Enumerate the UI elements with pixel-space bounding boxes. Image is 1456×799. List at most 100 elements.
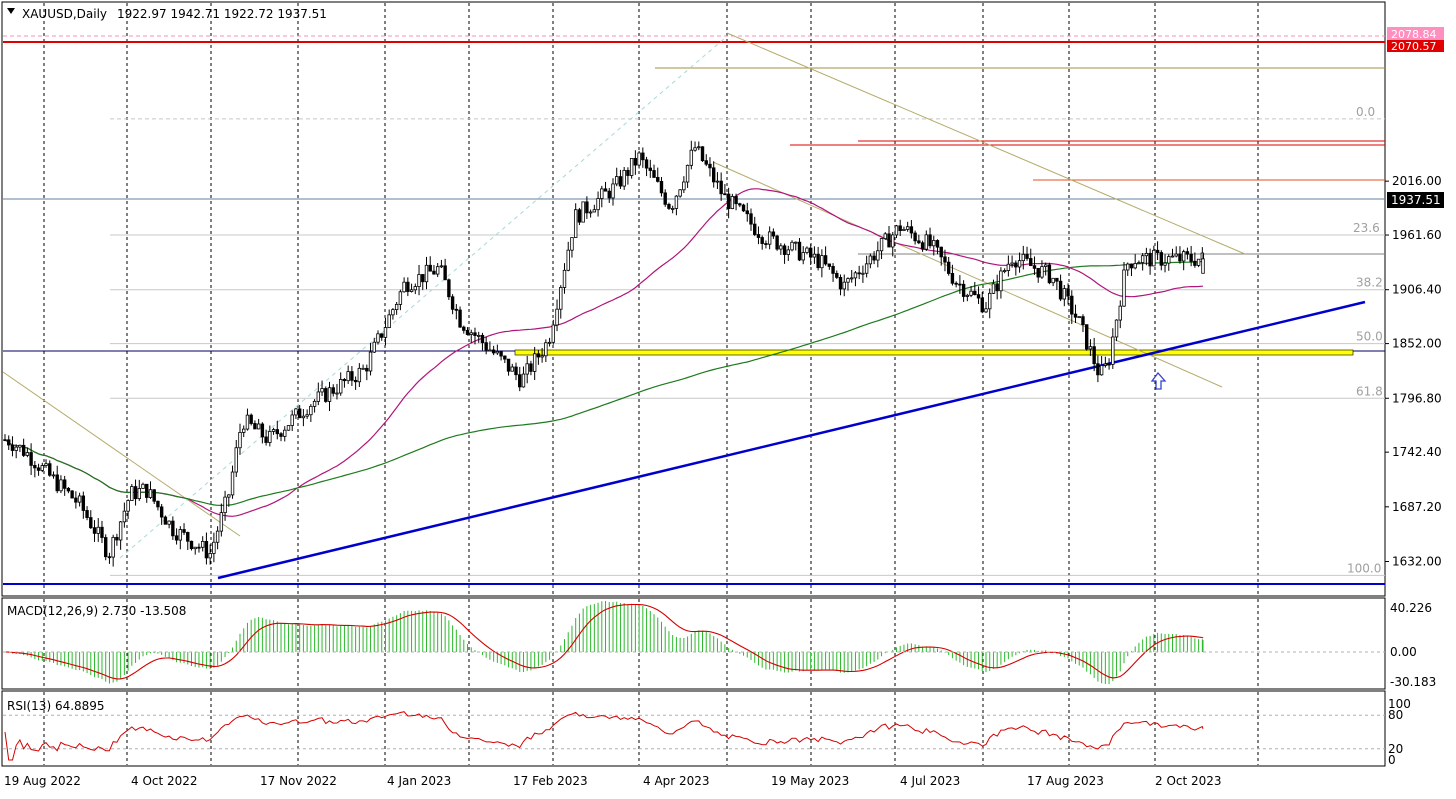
current-price-label: 1937.51 (1391, 193, 1441, 207)
candle-body (1163, 262, 1167, 266)
candle-body (230, 471, 235, 496)
level-top-label: 2078.84 (1391, 28, 1437, 41)
candle-body (1062, 288, 1067, 300)
candle-body (730, 196, 735, 210)
candle-body (544, 342, 548, 357)
candle-body (1196, 258, 1201, 266)
candle-body (831, 266, 835, 274)
candle-body (603, 188, 608, 192)
candle-body (380, 333, 384, 338)
candle-body (1040, 266, 1044, 278)
candle-body (1103, 363, 1108, 366)
candle-body (965, 294, 970, 297)
candle-body (350, 371, 354, 381)
candle-body (156, 500, 160, 508)
candle-body (115, 536, 119, 541)
candle-body (611, 183, 615, 199)
candle-body (562, 269, 567, 288)
candle-body (320, 388, 324, 393)
fib-level-label: 0.0 (1356, 105, 1375, 119)
rsi-label: RSI(13) 64.8895 (7, 699, 105, 713)
candle-body (950, 273, 955, 284)
candle-body (338, 378, 343, 394)
candle-body (902, 228, 906, 232)
candle-body (518, 374, 522, 388)
candle-body (838, 277, 843, 290)
candle-body (141, 483, 145, 489)
candle-body (491, 349, 496, 354)
candle-body (424, 264, 429, 283)
candle-body (126, 500, 130, 512)
candle-body (782, 245, 787, 255)
up-arrow-icon (1150, 371, 1167, 390)
candle-body (316, 391, 321, 402)
candle-body (1073, 313, 1078, 318)
candle-body (1118, 305, 1122, 321)
candle-body (876, 250, 880, 261)
candle-body (618, 176, 623, 187)
candle-body (18, 444, 22, 448)
candle-body (1144, 252, 1149, 257)
candle-body (301, 415, 306, 419)
macd-tick-label: 0.00 (1390, 645, 1417, 659)
candle-body (648, 167, 652, 171)
candle-body (1014, 262, 1018, 268)
candle-body (409, 289, 414, 292)
vertical-grid (43, 3, 1259, 765)
candle-body (529, 363, 533, 372)
candle-body (245, 414, 250, 430)
candle-body (1201, 258, 1205, 274)
candle-body (1088, 346, 1093, 350)
candle-body (1021, 253, 1025, 262)
candle-body (1099, 365, 1104, 376)
candle-body (1043, 264, 1048, 267)
candle-body (309, 405, 313, 416)
candle-body (10, 444, 15, 451)
candle-body (29, 452, 33, 466)
candle-body (327, 387, 332, 402)
candle-body (823, 255, 828, 265)
candle-body (771, 231, 776, 237)
candle-body (913, 232, 917, 242)
candle-body (159, 506, 164, 518)
candle-body (592, 209, 597, 213)
candle-body (137, 488, 141, 500)
candle-body (1010, 262, 1014, 265)
candle-body (954, 282, 958, 285)
candle-body (215, 530, 220, 543)
candle-body (734, 196, 738, 205)
candle-body (85, 510, 89, 518)
time-axis-label: 19 May 2023 (771, 774, 849, 788)
candle-body (465, 329, 470, 335)
candle-body (89, 517, 93, 529)
candle-body (283, 429, 287, 437)
candle-body (36, 467, 41, 471)
candle-body (801, 252, 805, 261)
candle-body (905, 226, 910, 230)
candle-body (353, 379, 358, 383)
candle-body (585, 201, 589, 214)
collapse-triangle-icon[interactable] (7, 8, 15, 14)
annotations (2, 32, 1385, 585)
candle-body (510, 366, 514, 372)
candle-body (958, 283, 962, 286)
candle-body (726, 193, 731, 210)
candle-body (1058, 280, 1063, 300)
candle-body (559, 287, 563, 310)
candle-body (40, 465, 44, 471)
candle-body (33, 464, 37, 469)
uptrend-line (217, 300, 1366, 580)
symbol-label: XAUUSD,Daily (22, 7, 107, 21)
candle-body (391, 309, 395, 316)
fib-level-label: 61.8 (1356, 384, 1383, 398)
candle-body (984, 308, 988, 313)
macd-signal-line (4, 603, 1204, 680)
candle-body (547, 341, 552, 344)
candle-body (674, 195, 679, 209)
candle-body (361, 367, 365, 370)
candle-body (357, 367, 362, 383)
candle-body (1140, 255, 1145, 263)
